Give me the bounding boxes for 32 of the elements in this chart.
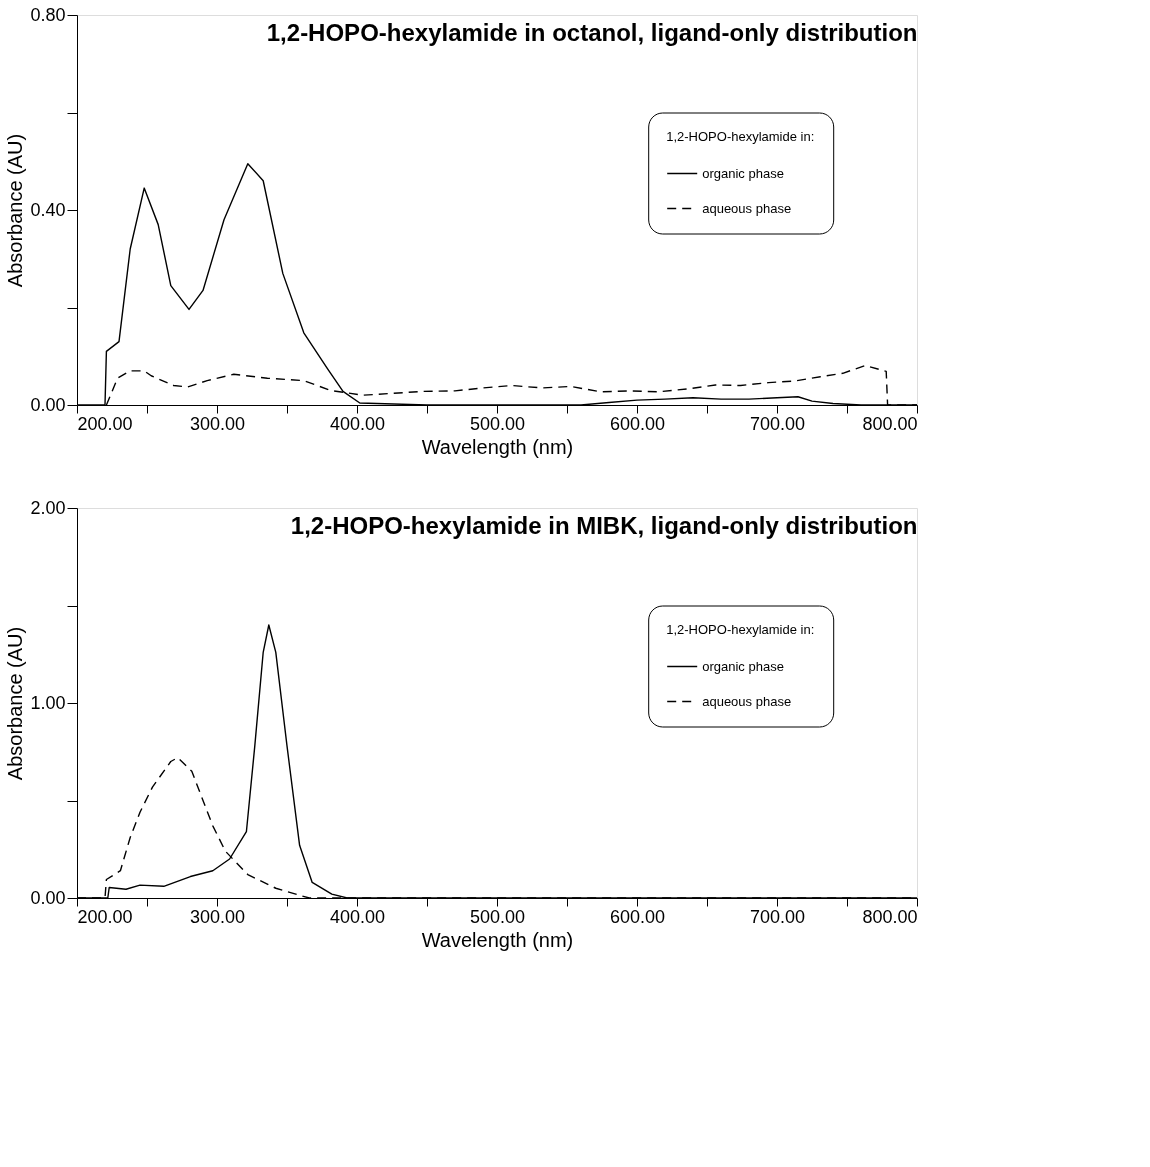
x-axis-title: Wavelength (nm) xyxy=(421,435,574,458)
x-tick-label: 300.00 xyxy=(189,413,246,434)
y-tick-label: 0.00 xyxy=(30,887,66,908)
y-tick-label: 0.00 xyxy=(30,394,66,415)
chart-title: 1,2-HOPO-hexylamide in MIBK, ligand-only distribution xyxy=(290,512,918,539)
x-tick-label: 600.00 xyxy=(609,413,666,434)
x-tick-label: 200.00 xyxy=(77,906,133,927)
y-tick-label: 0.40 xyxy=(30,199,66,220)
chart-title: 1,2-HOPO-hexylamide in octanol, ligand-only distribution xyxy=(266,19,918,46)
legend-label: aqueous phase xyxy=(702,200,792,216)
legend-label: aqueous phase xyxy=(702,693,792,709)
legend-label: organic phase xyxy=(702,658,784,674)
legend-title: 1,2-HOPO-hexylamide in: xyxy=(666,621,815,637)
x-tick-label: 800.00 xyxy=(862,413,918,434)
x-tick-label: 500.00 xyxy=(469,413,526,434)
x-tick-label: 700.00 xyxy=(749,413,806,434)
x-tick-label: 200.00 xyxy=(77,413,133,434)
y-tick-label: 0.80 xyxy=(30,4,66,25)
x-tick-label: 700.00 xyxy=(749,906,806,927)
x-tick-label: 400.00 xyxy=(329,906,386,927)
y-tick-label: 1.00 xyxy=(30,692,66,713)
x-axis-title: Wavelength (nm) xyxy=(421,928,574,951)
y-axis-title: Absorbance (AU) xyxy=(4,133,27,288)
legend-label: organic phase xyxy=(702,165,784,181)
x-tick-label: 400.00 xyxy=(329,413,386,434)
legend-title: 1,2-HOPO-hexylamide in: xyxy=(666,128,815,144)
y-tick-label: 2.00 xyxy=(30,497,66,518)
y-axis-title: Absorbance (AU) xyxy=(4,626,27,781)
x-tick-label: 800.00 xyxy=(862,906,918,927)
x-tick-label: 600.00 xyxy=(609,906,666,927)
x-tick-label: 300.00 xyxy=(189,906,246,927)
x-tick-label: 500.00 xyxy=(469,906,526,927)
